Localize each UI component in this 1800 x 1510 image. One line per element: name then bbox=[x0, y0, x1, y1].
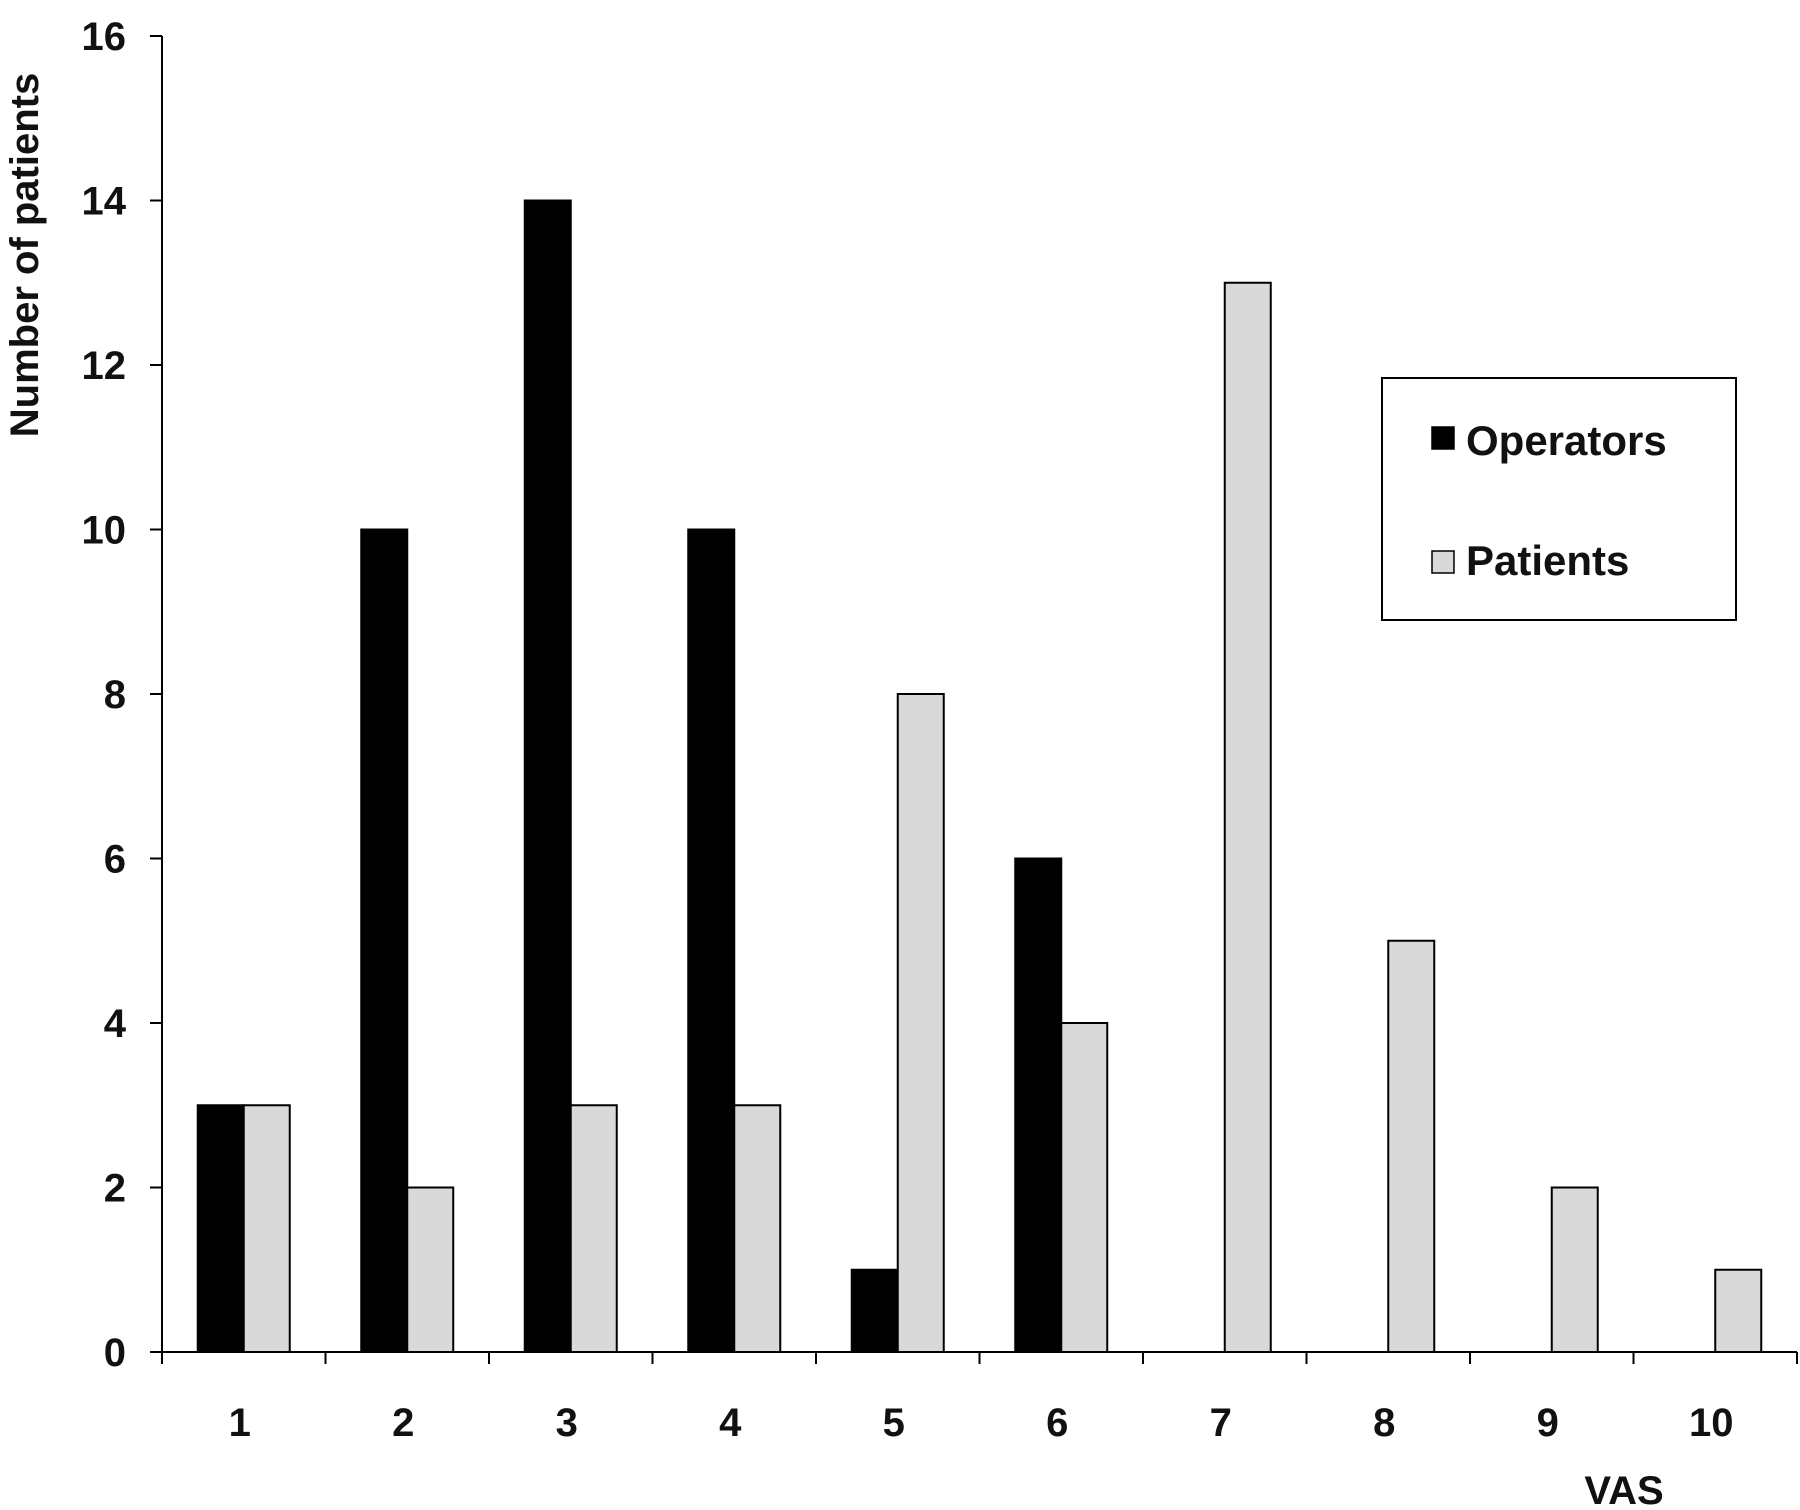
x-tick-label: 3 bbox=[556, 1401, 578, 1445]
bar-operators-3 bbox=[523, 199, 572, 1353]
legend: Operators Patients bbox=[1381, 377, 1737, 621]
y-tick-label: 12 bbox=[82, 344, 127, 388]
bar-operators-1 bbox=[196, 1104, 245, 1353]
y-axis: 0 2 4 6 8 10 12 14 16 bbox=[82, 15, 163, 1375]
x-tick-label: 5 bbox=[883, 1401, 905, 1445]
y-tick-label: 6 bbox=[104, 838, 126, 882]
y-tick-label: 16 bbox=[82, 15, 127, 59]
y-tick-label: 4 bbox=[104, 1002, 127, 1046]
bar-patients-6 bbox=[1060, 1022, 1109, 1353]
y-tick-label: 14 bbox=[82, 180, 127, 224]
bar-patients-4 bbox=[733, 1104, 782, 1353]
x-tick-label: 10 bbox=[1689, 1401, 1734, 1445]
bar-operators-6 bbox=[1014, 857, 1063, 1353]
y-tick-label: 8 bbox=[104, 673, 126, 717]
bar-operators-2 bbox=[360, 528, 409, 1353]
x-tick-label: 4 bbox=[719, 1401, 742, 1445]
bar-patients-5 bbox=[896, 693, 945, 1353]
x-axis: 1 2 3 4 5 6 7 8 9 10 bbox=[161, 1351, 1798, 1445]
bar-patients-3 bbox=[569, 1104, 618, 1353]
bar-patients-10 bbox=[1714, 1268, 1763, 1353]
plot-area bbox=[196, 199, 1763, 1353]
x-tick-label: 6 bbox=[1046, 1401, 1068, 1445]
x-tick-label: 1 bbox=[229, 1401, 251, 1445]
x-tick-label: 8 bbox=[1373, 1401, 1395, 1445]
legend-label-patients: Patients bbox=[1466, 537, 1629, 584]
legend-label-operators: Operators bbox=[1466, 417, 1667, 464]
legend-swatch-operators bbox=[1431, 426, 1455, 450]
bar-patients-7 bbox=[1223, 281, 1272, 1353]
y-tick-label: 0 bbox=[104, 1331, 126, 1375]
x-tick-label: 9 bbox=[1537, 1401, 1559, 1445]
x-axis-title: VAS bbox=[1584, 1469, 1663, 1510]
bar-patients-8 bbox=[1387, 939, 1436, 1353]
bar-patients-9 bbox=[1550, 1186, 1599, 1353]
bar-patients-2 bbox=[406, 1186, 455, 1353]
y-axis-title: Number of patients bbox=[3, 73, 47, 437]
y-tick-label: 2 bbox=[104, 1167, 126, 1211]
bar-patients-1 bbox=[242, 1104, 291, 1353]
legend-swatch-patients bbox=[1431, 550, 1455, 574]
x-tick-label: 7 bbox=[1210, 1401, 1232, 1445]
bar-operators-4 bbox=[687, 528, 736, 1353]
legend-box bbox=[1381, 377, 1737, 621]
x-tick-label: 2 bbox=[392, 1401, 414, 1445]
bar-operators-5 bbox=[850, 1268, 899, 1353]
y-tick-label: 10 bbox=[82, 509, 127, 553]
